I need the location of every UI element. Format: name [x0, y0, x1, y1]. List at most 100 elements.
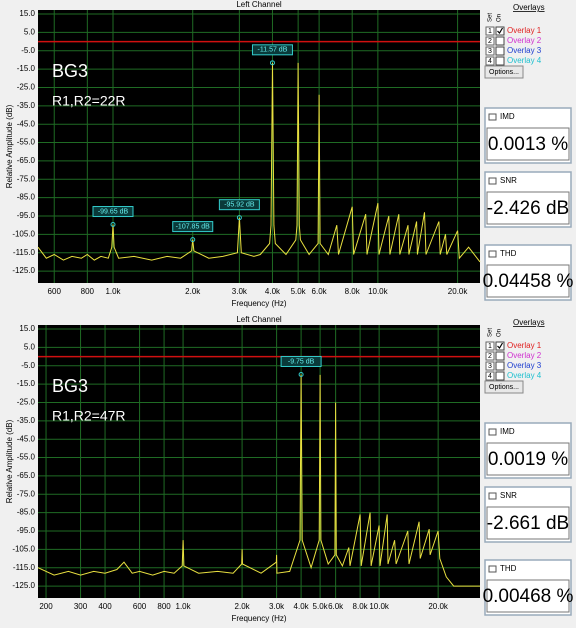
overlay-num: 4: [488, 58, 492, 65]
options-label: Options...: [489, 69, 519, 76]
readout-name: SNR: [500, 176, 517, 185]
overlay-num: 4: [488, 373, 492, 380]
x-tick-label: 4.0k: [294, 602, 310, 611]
overlay-num: 3: [488, 363, 492, 370]
readout-field: [486, 442, 570, 476]
overlay-set-box: [485, 361, 495, 371]
col-set: Set: [488, 13, 494, 22]
annotation-box: [92, 206, 134, 218]
readout-value: 0.0013 %: [488, 134, 568, 155]
x-tick-label: 5.0k: [313, 602, 329, 611]
peak-marker: [190, 237, 196, 243]
x-tick-label: 8.0k: [353, 602, 369, 611]
readout-value: -2.661 dB: [487, 513, 569, 534]
col-on: On: [497, 14, 503, 22]
overlay-num: 2: [488, 38, 492, 45]
y-tick-label: 5.0: [24, 343, 36, 352]
overlay-num: 3: [488, 48, 492, 55]
peak-marker: [298, 371, 304, 377]
overlay-label: Overlay 4: [507, 371, 542, 380]
overlay-label: Overlay 1: [507, 341, 542, 350]
x-tick-label: 3.0k: [232, 287, 248, 296]
x-tick-label: 5.0k: [291, 287, 307, 296]
readout-value: 0.04458 %: [483, 271, 574, 292]
overlay-label: Overlay 3: [507, 361, 542, 370]
annotation-box: [218, 199, 260, 211]
overlay-checkbox[interactable]: [495, 56, 505, 66]
overlay-set-box: [485, 46, 495, 56]
checkmark: [497, 342, 504, 349]
y-tick-label: -75.0: [17, 174, 36, 183]
y-axis-label: Relative Amplitude (dB): [5, 104, 14, 188]
x-tick-label: 300: [74, 602, 88, 611]
col-on: On: [497, 329, 503, 337]
readout-field: [486, 127, 570, 161]
x-axis-label: Frequency (Hz): [231, 299, 286, 308]
x-tick-label: 3.0k: [269, 602, 285, 611]
note: BG3: [52, 376, 88, 396]
peak-marker: [110, 222, 116, 228]
overlays-title: Overlays: [513, 318, 545, 327]
spectrum-trace: [37, 374, 480, 587]
note: R1,R2=22R: [52, 93, 126, 109]
y-tick-label: -125.0: [12, 581, 35, 590]
peak-marker: [236, 215, 242, 221]
overlay-checkbox[interactable]: [495, 351, 505, 361]
y-tick-label: -45.0: [17, 434, 36, 443]
overlay-checkbox[interactable]: [495, 26, 505, 36]
y-tick-label: -5.0: [21, 46, 35, 55]
x-tick-label: 600: [133, 602, 147, 611]
x-tick-label: 2.0k: [235, 602, 251, 611]
y-tick-label: -95.0: [17, 211, 36, 220]
y-tick-label: -35.0: [17, 101, 36, 110]
x-tick-label: 2.0k: [185, 287, 201, 296]
y-tick-label: -115.0: [13, 248, 36, 257]
x-tick-label: 400: [98, 602, 112, 611]
y-tick-label: -125.0: [12, 266, 35, 275]
readout-icon: [488, 565, 497, 573]
overlay-num: 1: [488, 28, 492, 35]
y-tick-label: -85.0: [17, 193, 36, 202]
annotation-box: [251, 44, 293, 56]
annotation: -11.57 dB: [258, 47, 288, 54]
x-tick-label: 200: [39, 602, 53, 611]
overlay-checkbox[interactable]: [495, 36, 505, 46]
x-tick-label: 800: [81, 287, 95, 296]
readout-field: [486, 191, 570, 225]
overlay-checkbox[interactable]: [495, 46, 505, 56]
readout-value: -2.426 dB: [487, 198, 569, 219]
readout-field: [486, 579, 570, 613]
annotation: -107.85 dB: [176, 223, 211, 230]
x-tick-label: 10.0k: [368, 287, 389, 296]
plot-area: [38, 325, 480, 598]
x-tick-label: 6.0k: [328, 602, 344, 611]
chart-title: Left Channel: [236, 0, 282, 9]
y-tick-label: -105.0: [12, 544, 35, 553]
note: R1,R2=47R: [52, 408, 126, 424]
options-button[interactable]: [484, 65, 524, 79]
checkmark: [497, 27, 504, 34]
y-tick-label: -25.0: [17, 398, 36, 407]
overlay-set-box: [485, 371, 495, 381]
y-tick-label: -85.0: [17, 508, 36, 517]
overlay-checkbox[interactable]: [495, 371, 505, 381]
overlay-checkbox[interactable]: [495, 361, 505, 371]
overlay-label: Overlay 3: [507, 46, 542, 55]
readout-icon: [488, 250, 497, 258]
readout-name: THD: [500, 249, 517, 258]
readout-name: IMD: [500, 427, 515, 436]
x-tick-label: 10.0k: [369, 602, 390, 611]
options-button[interactable]: [484, 380, 524, 394]
y-tick-label: 15.0: [19, 324, 35, 333]
y-tick-label: -5.0: [21, 361, 35, 370]
overlay-set-box: [485, 351, 495, 361]
x-tick-label: 8.0k: [345, 287, 361, 296]
overlay-checkbox[interactable]: [495, 341, 505, 351]
x-tick-label: 800: [157, 602, 171, 611]
chart-title: Left Channel: [236, 315, 282, 324]
overlay-label: Overlay 4: [507, 56, 542, 65]
y-tick-label: -95.0: [17, 526, 36, 535]
y-tick-label: -25.0: [17, 83, 36, 92]
